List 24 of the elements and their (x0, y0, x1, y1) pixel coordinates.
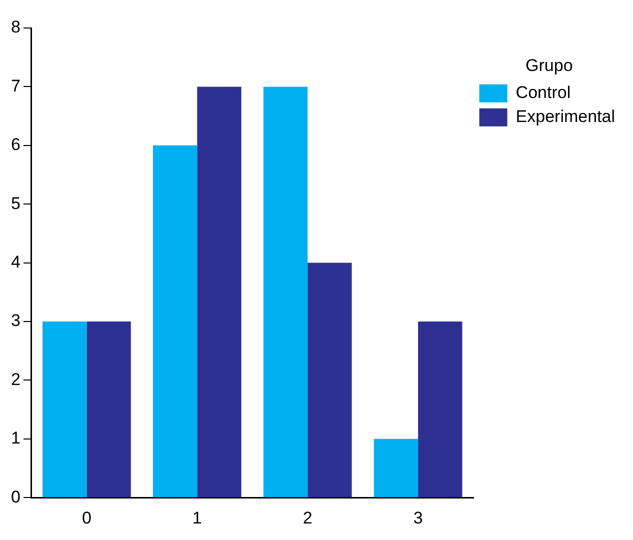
x-tick-label: 2 (302, 508, 312, 528)
bar (42, 322, 87, 498)
bar (418, 322, 462, 498)
bar (197, 86, 242, 498)
x-tick-label: 3 (413, 508, 423, 528)
bar (374, 438, 418, 498)
y-tick-label: 8 (10, 18, 20, 37)
y-tick-label: 2 (10, 370, 20, 389)
bar (263, 86, 308, 498)
legend-label: Experimental (516, 107, 616, 126)
bar (86, 322, 131, 498)
y-tick-label: 7 (10, 76, 20, 96)
x-tick-label: 1 (192, 508, 202, 528)
legend-title: Grupo (526, 56, 573, 76)
y-tick-label: 5 (10, 194, 20, 213)
y-tick-label: 1 (10, 428, 20, 448)
legend-label: Control (516, 83, 571, 102)
y-tick-label: 4 (10, 252, 20, 272)
bar (152, 145, 198, 498)
y-tick-label: 3 (10, 311, 20, 330)
y-tick-label: 6 (10, 135, 20, 154)
y-tick-label: 0 (10, 487, 20, 506)
x-tick-label: 0 (82, 508, 92, 528)
bar (308, 262, 352, 498)
